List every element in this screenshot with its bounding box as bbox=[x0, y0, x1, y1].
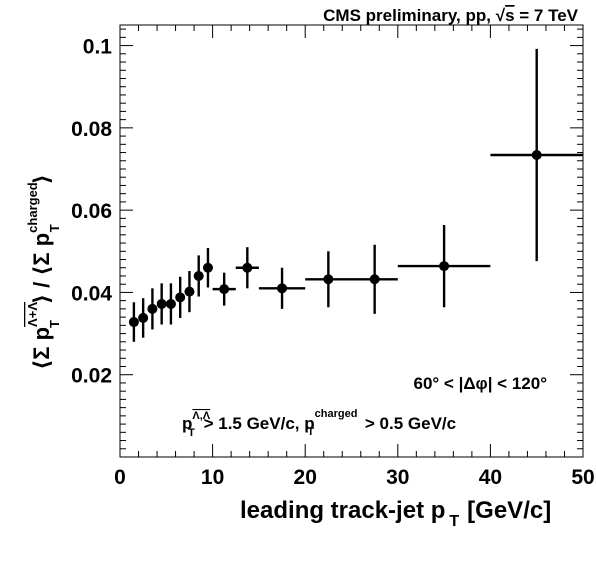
x-tick-label: 50 bbox=[571, 466, 594, 489]
x-tick-label: 20 bbox=[294, 466, 317, 489]
y-tick-label: 0.02 bbox=[71, 365, 112, 388]
data-point bbox=[235, 247, 259, 289]
y-tick-label: 0.1 bbox=[83, 36, 113, 59]
point-marker bbox=[165, 298, 176, 309]
point-marker bbox=[323, 274, 334, 285]
x-tick-label: 30 bbox=[386, 466, 409, 489]
point-marker bbox=[156, 298, 167, 309]
x-tick-label: 0 bbox=[114, 466, 126, 489]
data-point bbox=[138, 298, 149, 338]
y-axis-label: ⟨Σ pΛ+Λ T⟩ / ⟨Σ pcharged T⟩ bbox=[25, 174, 62, 370]
axes: 0 10 20 30 40 50 0.02 0.04 0.06 0.08 0.1 bbox=[71, 25, 595, 489]
y-tick-label: 0.06 bbox=[71, 200, 112, 223]
x-axis-label: leading track-jet p T [GeV/c] bbox=[240, 497, 551, 530]
point-marker bbox=[531, 150, 542, 161]
data-point bbox=[258, 267, 306, 309]
point-marker bbox=[184, 286, 195, 297]
point-marker bbox=[277, 283, 288, 294]
data-point bbox=[202, 247, 213, 288]
chart-title: CMS preliminary, pp, √s = 7 TeV bbox=[323, 6, 579, 25]
data-point bbox=[397, 224, 491, 308]
point-marker bbox=[175, 292, 186, 303]
y-tick-label: 0.08 bbox=[71, 118, 112, 141]
point-marker bbox=[147, 303, 158, 314]
x-tick-label: 10 bbox=[201, 466, 224, 489]
data-point bbox=[193, 255, 204, 297]
annotation-cuts: pΛ,Λ T > 1.5 GeV/c, pcharged T > 0.5 GeV/c bbox=[182, 408, 456, 439]
data-point bbox=[156, 283, 167, 325]
point-marker bbox=[202, 262, 213, 273]
point-marker bbox=[193, 270, 204, 281]
point-marker bbox=[128, 317, 139, 328]
data-point bbox=[351, 244, 398, 314]
data-point bbox=[175, 276, 186, 318]
data-point bbox=[212, 272, 236, 306]
y-tick-label: 0.04 bbox=[71, 282, 112, 305]
point-marker bbox=[242, 262, 253, 273]
data-point bbox=[128, 302, 139, 342]
point-marker bbox=[439, 261, 450, 272]
point-marker bbox=[369, 274, 380, 285]
x-tick-label: 40 bbox=[479, 466, 502, 489]
point-marker bbox=[138, 312, 149, 323]
data-point bbox=[147, 288, 158, 330]
data-points bbox=[128, 48, 583, 342]
annotation-dphi: 60° < |Δφ| < 120° bbox=[413, 374, 547, 393]
plot-frame bbox=[119, 24, 584, 458]
data-point bbox=[165, 283, 176, 325]
data-point bbox=[490, 48, 583, 262]
data-point bbox=[184, 271, 195, 313]
point-marker bbox=[219, 284, 230, 295]
data-point bbox=[305, 251, 352, 308]
